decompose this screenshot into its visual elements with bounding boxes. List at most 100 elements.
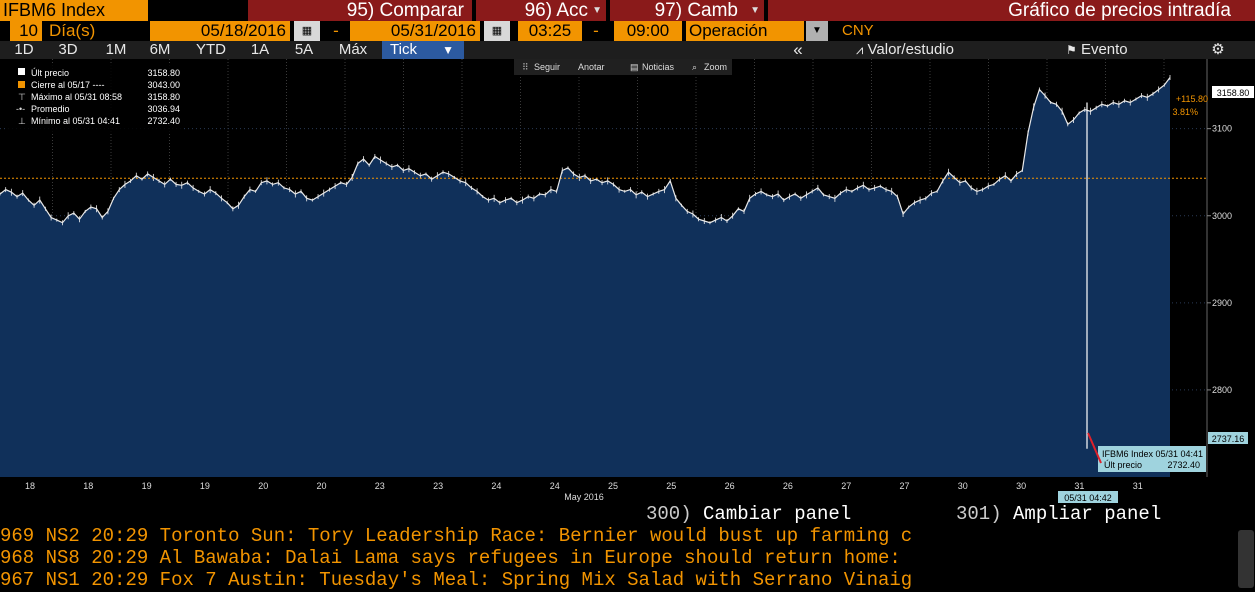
- chart-title: Gráfico de precios intradía: [768, 0, 1255, 21]
- y-tick-label: 3100: [1212, 124, 1232, 134]
- news-item[interactable]: 969 NS2 20:29 Toronto Sun: Tory Leadersh…: [0, 525, 1255, 547]
- legend-average-label: Promedio: [31, 104, 70, 114]
- panel-command-bar: 300) Cambiar panel 301) Ampliar panel: [0, 503, 1255, 525]
- legend-low-label: Mínimo al 05/31 04:41: [31, 116, 120, 126]
- x-tick-label: 27: [899, 481, 909, 491]
- currency-label: CNY: [842, 22, 874, 39]
- y-tick-label: 3000: [1212, 211, 1232, 221]
- news-id: 969: [0, 525, 35, 547]
- x-tick-label: 30: [1016, 481, 1026, 491]
- x-tick-label: 18: [83, 481, 93, 491]
- start-time-input[interactable]: 03:25: [518, 21, 582, 41]
- change-panel-number: 300): [646, 503, 692, 525]
- expand-panel-label: Ampliar panel: [1013, 503, 1162, 525]
- low-price-tag-bg: [1208, 432, 1248, 444]
- tab-1d[interactable]: 1D: [14, 41, 34, 58]
- tab-1a[interactable]: 1A: [250, 41, 270, 58]
- x-tick-label: 31: [1074, 481, 1084, 491]
- x-tick-label: 23: [433, 481, 443, 491]
- low-marker-icon: ⊥: [18, 116, 26, 126]
- follow-button[interactable]: Seguir: [534, 62, 560, 72]
- y-tick-label: 2900: [1212, 298, 1232, 308]
- dropdown-arrow-icon: ▼: [442, 43, 454, 57]
- tooltip-title: IFBM6 Index 05/31 04:41: [1102, 449, 1203, 459]
- crosshair-tooltip-bg: [1098, 446, 1206, 472]
- legend-prev-close-value: 3043.00: [147, 80, 180, 90]
- tooltip-price-label: Últ precio: [1104, 460, 1142, 470]
- value-study-label: Valor/estudio: [867, 41, 954, 58]
- period-input[interactable]: 10: [10, 21, 42, 41]
- news-headline: Fox 7 Austin: Tuesday's Meal: Spring Mix…: [159, 569, 913, 591]
- controls-bar: 10 Día(s) 05/18/2016 ▦ - 05/31/2016 ▦ 03…: [0, 21, 1255, 41]
- expand-panel-button[interactable]: 301) Ampliar panel: [956, 503, 1161, 525]
- tab-1m[interactable]: 1M: [105, 41, 127, 58]
- tab-tick-label: Tick: [390, 41, 417, 58]
- last-price-tag-bg: [1212, 86, 1254, 98]
- x-tick-label: 25: [608, 481, 618, 491]
- compare-menu-label: Comparar: [379, 0, 464, 21]
- change-menu-label: Camb: [687, 0, 738, 21]
- news-time: 20:29: [91, 569, 149, 591]
- x-axis: 18 18 19 19 20 20 23 23 24 24 25 25 26 26 27 27 30 30 31 31: [25, 481, 1143, 491]
- chart-toolbar-background: [514, 59, 732, 75]
- tab-3d[interactable]: 3D: [58, 41, 78, 58]
- actions-menu-button[interactable]: 96) Acc ▼: [476, 0, 606, 21]
- news-button[interactable]: Noticias: [642, 62, 675, 72]
- compare-menu-button[interactable]: 95) Comparar: [248, 0, 472, 21]
- x-tick-label: 19: [200, 481, 210, 491]
- news-source: NS8: [45, 547, 80, 569]
- value-study-button[interactable]: ⩘ Valor/estudio: [856, 41, 1036, 59]
- news-headline: Toronto Sun: Tory Leadership Race: Berni…: [159, 525, 913, 547]
- high-marker-icon: ⊤: [18, 92, 26, 102]
- calendar-icon[interactable]: ▦: [484, 21, 510, 41]
- x-tick-label: 20: [258, 481, 268, 491]
- tab-max[interactable]: Máx: [338, 41, 368, 58]
- security-title[interactable]: IFBM6 Index: [0, 0, 148, 21]
- dropdown-arrow-icon: ▼: [592, 5, 602, 16]
- drag-handle-icon: ⠿: [522, 62, 529, 72]
- mode-dropdown-icon[interactable]: ▼: [806, 21, 828, 41]
- legend-prev-close-label: Cierre al 05/17 ----: [31, 80, 105, 90]
- x-tick-label: 30: [958, 481, 968, 491]
- dropdown-arrow-icon: ▼: [750, 5, 760, 16]
- last-price-tag: 3158.80: [1217, 88, 1250, 98]
- gear-icon[interactable]: ⚙: [1211, 41, 1225, 58]
- period-unit-label: Día(s): [49, 21, 96, 40]
- collapse-button[interactable]: «: [793, 40, 803, 59]
- tab-6m[interactable]: 6M: [149, 41, 171, 58]
- change-panel-button[interactable]: 300) Cambiar panel: [646, 503, 851, 525]
- mode-select[interactable]: Operación: [686, 21, 804, 41]
- legend-high-label: Máximo al 05/31 08:58: [31, 92, 122, 102]
- legend-low-value: 2732.40: [147, 116, 180, 126]
- actions-menu-number: 96): [524, 0, 553, 21]
- tab-tick[interactable]: Tick ▼: [382, 41, 464, 59]
- news-time: 20:29: [91, 525, 149, 547]
- news-item[interactable]: 968 NS8 20:29 Al Bawaba: Dalai Lama says…: [0, 547, 1255, 569]
- end-time-input[interactable]: 09:00: [614, 21, 682, 41]
- scroll-handle[interactable]: [1238, 530, 1254, 588]
- header-bar: IFBM6 Index 95) Comparar 96) Acc ▼ 97) C…: [0, 0, 1255, 21]
- legend-high-value: 3158.80: [147, 92, 180, 102]
- end-date-input[interactable]: 05/31/2016: [350, 21, 480, 41]
- legend: Últ precio 3158.80 Cierre al 05/17 ---- …: [8, 64, 184, 132]
- event-button[interactable]: ⚑ Evento: [1066, 41, 1176, 59]
- compare-menu-number: 95): [346, 0, 375, 21]
- tab-ytd[interactable]: YTD: [196, 41, 226, 58]
- flag-icon: ⚑: [1066, 43, 1077, 57]
- chart-toolbar: ⠿ Seguir Anotar ▤ Noticias ⌕ Zoom: [514, 59, 732, 75]
- low-pointer-arrow-icon: [1087, 432, 1102, 464]
- zoom-button[interactable]: Zoom: [704, 62, 727, 72]
- calendar-icon[interactable]: ▦: [294, 21, 320, 41]
- news-item[interactable]: 967 NS1 20:29 Fox 7 Austin: Tuesday's Me…: [0, 569, 1255, 591]
- price-chart[interactable]: 2800 2900 3000 3100 18 18 19 19 20 20 23 23 24 24 25 2…: [0, 59, 1255, 503]
- y-axis: 2800 2900 3000 3100: [1207, 124, 1232, 395]
- start-date-input[interactable]: 05/18/2016: [150, 21, 290, 41]
- low-price-tag: 2737.16: [1212, 434, 1245, 444]
- change-menu-button[interactable]: 97) Camb ▼: [610, 0, 764, 21]
- x-tick-label: 25: [666, 481, 676, 491]
- date-range-dash: -: [333, 21, 339, 40]
- tab-5a[interactable]: 5A: [294, 41, 314, 58]
- actions-menu-label: Acc: [556, 0, 588, 21]
- x-tick-label: 19: [142, 481, 152, 491]
- annotate-button[interactable]: Anotar: [578, 62, 605, 72]
